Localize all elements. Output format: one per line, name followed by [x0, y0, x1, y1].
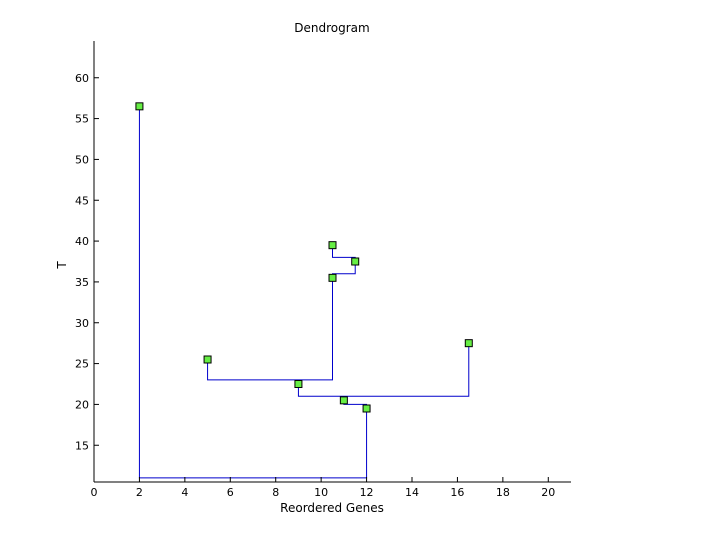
- node-marker-4: [328, 273, 337, 282]
- x-tick-label: 10: [314, 486, 328, 499]
- y-tick-label: 50: [75, 153, 89, 166]
- link-2: [207, 277, 333, 381]
- dendrogram-links: [138, 106, 470, 479]
- chart-title: Dendrogram: [294, 21, 369, 35]
- y-tick-label: 55: [75, 113, 89, 126]
- x-tick-label: 6: [227, 486, 234, 499]
- x-tick-label: 8: [272, 486, 279, 499]
- x-axis-label: Reordered Genes: [280, 501, 384, 515]
- node-marker-3: [328, 241, 337, 250]
- node-marker-6: [351, 257, 360, 266]
- x-tick-label: 2: [136, 486, 143, 499]
- node-marker-1: [203, 355, 212, 364]
- y-tick-label: 45: [75, 194, 89, 207]
- x-tick-label: 14: [405, 486, 419, 499]
- node-marker-7: [362, 404, 371, 413]
- x-tick-label: 20: [541, 486, 555, 499]
- y-tick-label: 35: [75, 276, 89, 289]
- x-tick-label: 18: [496, 486, 510, 499]
- y-axis-label: T: [55, 261, 69, 270]
- y-tick-label: 40: [75, 235, 89, 248]
- y-tick-label: 30: [75, 317, 89, 330]
- y-tick-label: 25: [75, 358, 89, 371]
- x-tick-label: 16: [450, 486, 464, 499]
- axes: 0 2 4 6 8 10 12 14 16 18 20 15 20 25 30 35 40 45 50 55 60: [75, 41, 571, 499]
- y-tick-label: 20: [75, 398, 89, 411]
- y-tick-label: 60: [75, 72, 89, 85]
- node-marker-2: [294, 380, 303, 388]
- dendrogram-nodes: [135, 102, 473, 413]
- x-tick-label: 0: [91, 486, 98, 499]
- x-tick-label: 12: [360, 486, 374, 499]
- link-1: [297, 343, 470, 397]
- node-marker-8: [464, 339, 473, 348]
- y-tick-label: 15: [75, 439, 89, 452]
- link-0: [138, 106, 368, 479]
- x-tick-label: 4: [181, 486, 188, 499]
- node-marker-0: [135, 102, 144, 111]
- node-marker-5: [339, 396, 348, 405]
